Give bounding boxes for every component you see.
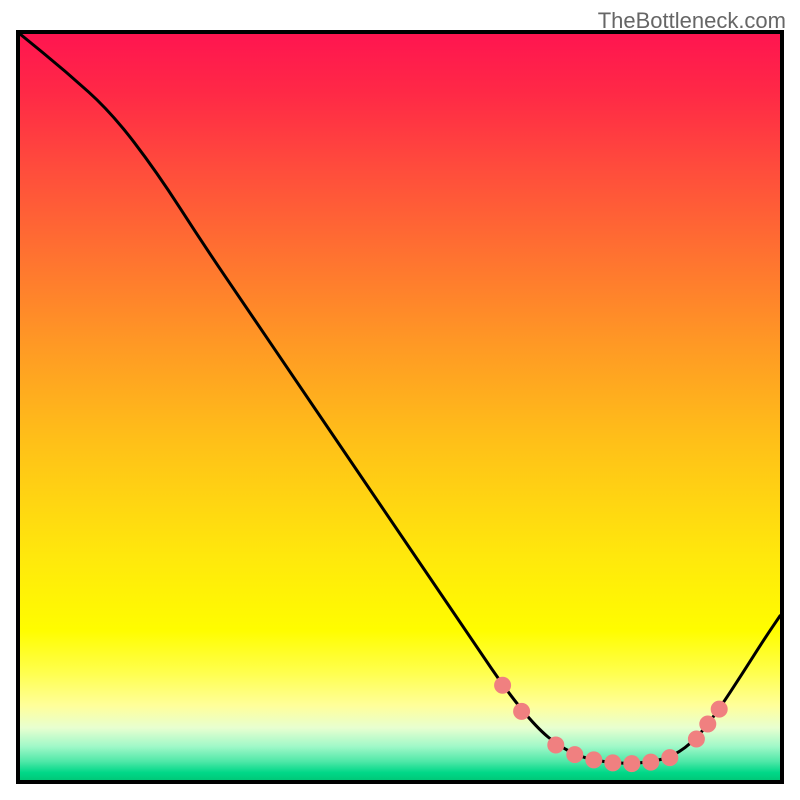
watermark-text: TheBottleneck.com	[598, 8, 786, 34]
marker-point	[605, 755, 621, 771]
marker-point	[662, 750, 678, 766]
marker-point	[548, 737, 564, 753]
scatter-markers	[495, 677, 728, 771]
marker-point	[567, 747, 583, 763]
marker-point	[700, 716, 716, 732]
marker-point	[711, 701, 727, 717]
marker-point	[514, 703, 530, 719]
plot-area	[16, 30, 784, 784]
marker-point	[643, 754, 659, 770]
chart-svg	[20, 34, 780, 780]
marker-point	[624, 756, 640, 772]
marker-point	[586, 752, 602, 768]
bottleneck-curve	[20, 34, 780, 763]
marker-point	[495, 677, 511, 693]
marker-point	[688, 731, 704, 747]
